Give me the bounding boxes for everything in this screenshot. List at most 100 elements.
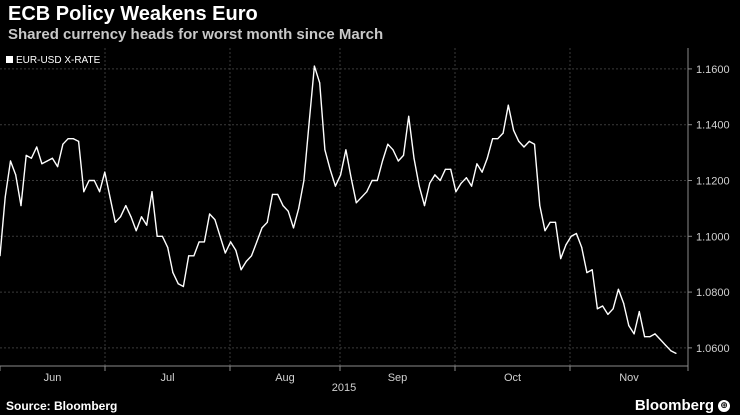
data-point <box>161 235 163 237</box>
data-point <box>361 196 363 198</box>
data-point <box>439 179 441 182</box>
data-point <box>114 221 116 223</box>
data-point <box>408 115 410 117</box>
data-point <box>570 235 572 237</box>
data-point <box>188 255 190 257</box>
data-point <box>423 205 426 207</box>
data-point <box>539 205 541 207</box>
data-point <box>250 255 253 257</box>
data-point <box>25 154 27 156</box>
x-tick-label: Jun <box>44 372 62 384</box>
data-point <box>240 269 242 271</box>
data-point <box>560 258 562 260</box>
data-point <box>62 143 64 145</box>
data-point <box>30 157 32 159</box>
data-point <box>450 168 452 170</box>
data-point <box>575 232 578 235</box>
data-point <box>119 216 122 218</box>
data-point <box>292 227 295 229</box>
data-point <box>83 191 85 193</box>
data-point <box>444 168 446 170</box>
data-point <box>51 157 54 159</box>
data-point <box>340 174 342 176</box>
data-point <box>649 336 651 338</box>
data-point <box>549 221 551 223</box>
data-point <box>88 179 90 182</box>
y-tick-label: 1.1200 <box>696 176 730 188</box>
chart-title: ECB Policy Weakens Euro <box>8 3 258 25</box>
data-point <box>130 216 132 218</box>
data-point <box>67 138 69 140</box>
data-point <box>502 132 504 134</box>
horizontal-gridlines <box>0 68 688 349</box>
data-point <box>172 272 174 274</box>
data-point <box>109 196 111 198</box>
data-point <box>471 185 473 187</box>
y-axis-ticks: 1.1600 1.1400 1.1200 1.1000 1.0800 1.0600 <box>688 64 730 355</box>
data-point <box>135 230 137 232</box>
data-point <box>507 104 509 106</box>
data-point <box>581 246 583 248</box>
chart-subtitle: Shared currency heads for worst month si… <box>8 26 384 43</box>
data-point <box>219 235 221 237</box>
data-point <box>345 149 347 151</box>
bloomberg-wordmark: Bloomberg <box>634 397 714 414</box>
data-point <box>20 205 22 207</box>
data-point <box>638 311 640 313</box>
data-point <box>9 160 12 162</box>
x-tick-label: Nov <box>619 372 639 384</box>
data-point <box>476 163 478 165</box>
y-tick-label: 1.0600 <box>696 343 730 355</box>
data-point <box>513 129 515 131</box>
data-point <box>214 219 216 221</box>
bloomberg-logo: Bloomberg ⊕ <box>635 397 730 414</box>
y-tick-label: 1.1000 <box>696 231 730 243</box>
legend-label: EUR-USD X-RATE <box>16 55 101 66</box>
data-point <box>523 146 525 148</box>
data-point <box>4 196 6 198</box>
data-point <box>57 166 59 168</box>
data-point <box>544 230 546 232</box>
data-point <box>266 221 268 223</box>
data-point <box>528 140 530 142</box>
data-point <box>125 205 127 207</box>
data-point <box>256 241 258 243</box>
data-point <box>99 191 101 193</box>
year-label: 2015 <box>332 382 356 394</box>
data-point <box>0 255 1 257</box>
data-point <box>355 202 357 204</box>
data-point <box>271 193 274 195</box>
data-point <box>633 333 635 335</box>
data-point <box>193 255 195 257</box>
data-point <box>617 288 620 290</box>
data-point <box>654 333 656 335</box>
data-point <box>465 177 467 179</box>
data-point <box>156 235 158 237</box>
data-point <box>72 138 74 140</box>
data-point <box>675 352 677 354</box>
data-point <box>554 221 557 223</box>
data-point <box>261 227 263 229</box>
data-point <box>492 138 494 140</box>
data-point <box>140 216 143 218</box>
data-point <box>429 182 431 184</box>
source-label: Source: Bloomberg <box>6 399 118 413</box>
data-point <box>282 205 284 207</box>
data-point <box>460 182 462 184</box>
data-point <box>151 191 153 193</box>
data-point <box>78 140 80 142</box>
data-point <box>235 249 237 251</box>
data-point <box>533 143 536 145</box>
data-point <box>586 272 588 274</box>
data-point <box>481 171 483 173</box>
data-point <box>497 138 499 140</box>
data-point <box>324 149 326 151</box>
data-point <box>612 308 614 310</box>
data-point <box>418 185 420 187</box>
y-tick-label: 1.0800 <box>696 287 730 299</box>
data-point <box>230 241 232 243</box>
data-point <box>397 160 399 162</box>
data-point <box>565 244 567 246</box>
data-point <box>277 193 279 195</box>
data-point <box>46 160 48 162</box>
